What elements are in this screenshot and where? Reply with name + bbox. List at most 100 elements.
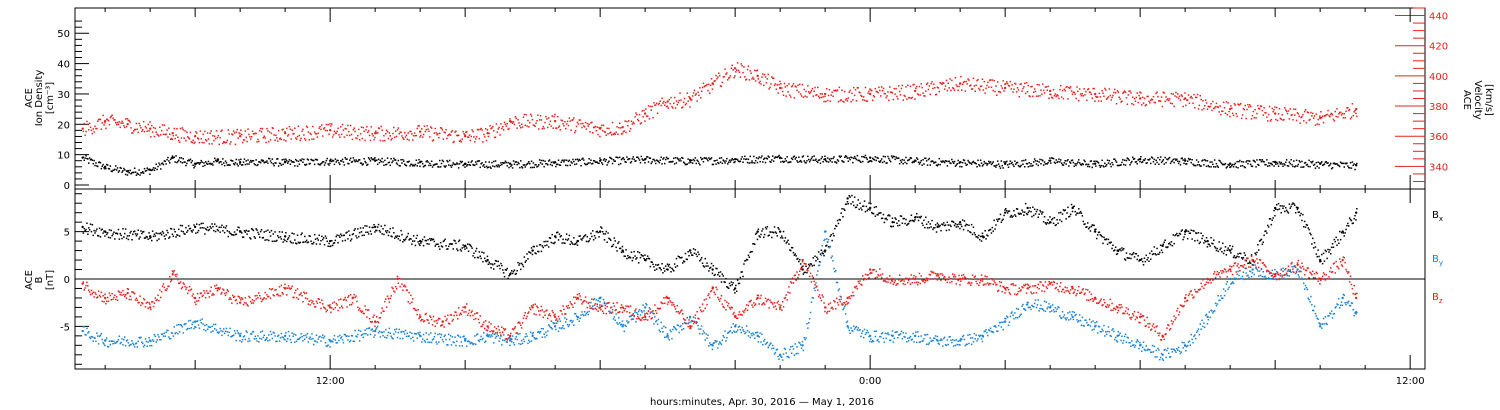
bx-point xyxy=(967,229,969,232)
by-point xyxy=(166,329,168,332)
bx-point xyxy=(498,264,500,267)
bx-point xyxy=(1026,213,1029,216)
bx-point xyxy=(259,230,262,233)
bx-point xyxy=(817,258,819,260)
bx-point xyxy=(943,224,946,227)
velocity-point xyxy=(943,82,945,84)
density-point xyxy=(85,155,87,157)
bx-point xyxy=(1229,245,1231,247)
velocity-point xyxy=(1202,99,1204,102)
density-point xyxy=(983,160,985,163)
bx-point xyxy=(1321,262,1324,265)
bx-point xyxy=(1024,202,1027,205)
by-point xyxy=(242,336,245,338)
velocity-point xyxy=(610,131,612,134)
density-point xyxy=(1190,161,1192,164)
bx-point xyxy=(270,229,273,232)
density-point xyxy=(922,159,924,161)
velocity-point xyxy=(751,78,753,80)
velocity-point xyxy=(531,118,534,121)
density-point xyxy=(1204,159,1207,162)
density-point xyxy=(878,160,880,163)
velocity-point xyxy=(344,127,346,130)
bx-point xyxy=(583,235,585,238)
velocity-point xyxy=(284,131,286,133)
density-point xyxy=(161,162,164,164)
velocity-point xyxy=(721,81,724,84)
bx-point xyxy=(946,221,949,223)
bx-point xyxy=(787,239,789,242)
velocity-point xyxy=(798,91,800,93)
density-point xyxy=(996,164,998,166)
density-point xyxy=(980,162,983,164)
velocity-point xyxy=(233,132,236,134)
bx-point xyxy=(763,236,765,238)
field-tick-label: -5 xyxy=(60,322,70,333)
velocity-point xyxy=(590,122,592,124)
by-point xyxy=(249,340,251,342)
density-point xyxy=(1143,159,1146,162)
density-point xyxy=(1251,165,1254,168)
bx-point xyxy=(1304,226,1307,228)
by-point xyxy=(385,328,387,331)
density-point xyxy=(435,163,437,165)
density-point xyxy=(619,162,622,165)
bx-point xyxy=(693,252,696,254)
bx-point xyxy=(759,236,761,238)
velocity-point xyxy=(320,128,322,131)
density-point xyxy=(1033,158,1036,160)
velocity-marker xyxy=(463,135,467,138)
density-point xyxy=(991,162,994,165)
velocity-point xyxy=(940,82,942,85)
velocity-point xyxy=(1182,105,1184,108)
density-point xyxy=(247,159,249,161)
density-point xyxy=(98,161,101,163)
bx-point xyxy=(1059,219,1061,221)
bx-point xyxy=(182,231,184,233)
bx-point xyxy=(824,251,826,253)
velocity-point xyxy=(833,89,835,92)
density-point xyxy=(1168,157,1170,160)
velocity-point xyxy=(273,134,275,136)
bx-point xyxy=(342,234,345,237)
density-point xyxy=(913,161,915,163)
bx-point xyxy=(1118,249,1120,251)
by-point xyxy=(152,340,155,342)
density-point xyxy=(726,157,728,160)
bx-point xyxy=(1142,264,1145,266)
density-point xyxy=(542,159,544,162)
density-point xyxy=(784,158,787,160)
density-point xyxy=(483,164,485,166)
bx-point xyxy=(920,215,922,218)
bx-point xyxy=(1196,239,1199,242)
density-point xyxy=(1324,161,1327,163)
bx-point xyxy=(1240,252,1242,255)
bx-point xyxy=(169,236,171,238)
density-point xyxy=(664,162,666,165)
density-point xyxy=(1268,165,1271,167)
velocity-point xyxy=(1025,82,1028,84)
bx-point xyxy=(1333,238,1336,241)
density-point xyxy=(241,164,244,166)
density-point xyxy=(543,165,545,168)
density-point xyxy=(142,172,145,174)
density-point xyxy=(1213,166,1215,168)
bx-point xyxy=(516,270,518,272)
by-point xyxy=(352,340,355,342)
bx-point xyxy=(1328,251,1330,253)
bx-point xyxy=(472,255,474,257)
density-point xyxy=(1029,165,1031,167)
velocity-point xyxy=(1306,111,1309,113)
bx-point xyxy=(532,245,535,248)
velocity-point xyxy=(319,125,321,128)
velocity-point xyxy=(540,119,543,121)
bx-point xyxy=(793,254,796,256)
by-point xyxy=(156,339,158,341)
velocity-point xyxy=(422,133,425,136)
density-point xyxy=(223,164,226,167)
velocity-point xyxy=(312,125,314,128)
velocity-point xyxy=(285,140,287,142)
bx-marker xyxy=(283,235,287,238)
bx-point xyxy=(129,232,131,234)
velocity-point xyxy=(1015,91,1018,93)
